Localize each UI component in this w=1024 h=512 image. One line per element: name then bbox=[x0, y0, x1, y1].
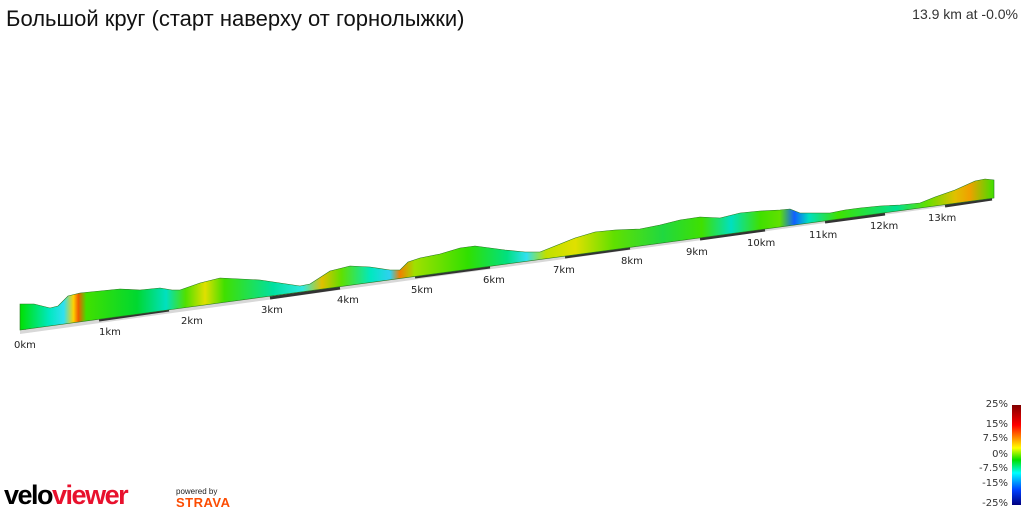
powered-by-label: powered by bbox=[176, 487, 218, 496]
legend-tick: 0% bbox=[992, 449, 1008, 460]
logo-viewer-text: viewer bbox=[52, 480, 129, 510]
legend-tick: -7.5% bbox=[978, 463, 1008, 474]
km-label-2: 2km bbox=[181, 316, 203, 327]
km-label-11: 11km bbox=[809, 230, 838, 241]
profile-surface bbox=[19, 178, 995, 331]
km-label-10: 10km bbox=[747, 238, 776, 249]
km-label-1: 1km bbox=[99, 327, 121, 338]
km-label-0: 0km bbox=[14, 340, 36, 351]
legend-tick: -15% bbox=[982, 478, 1008, 489]
gradient-legend: 25% 15% 7.5% 0% -7.5% -15% -25% bbox=[970, 398, 1024, 510]
gradient-color-scale bbox=[1012, 405, 1021, 505]
km-label-9: 9km bbox=[686, 247, 708, 258]
route-summary: 13.9 km at -0.0% bbox=[912, 6, 1018, 22]
km-label-6: 6km bbox=[483, 275, 505, 286]
legend-tick: 25% bbox=[985, 399, 1008, 410]
km-label-8: 8km bbox=[621, 256, 643, 267]
km-label-3: 3km bbox=[261, 305, 283, 316]
logo-velo-text: velo bbox=[4, 480, 54, 510]
legend-tick: -25% bbox=[982, 498, 1008, 509]
km-label-13: 13km bbox=[928, 213, 957, 224]
km-label-4: 4km bbox=[337, 295, 359, 306]
km-label-12: 12km bbox=[870, 221, 899, 232]
km-label-5: 5km bbox=[411, 285, 433, 296]
route-title: Большой круг (старт наверху от горнолыжк… bbox=[6, 6, 465, 31]
strava-logo[interactable]: STRAVA bbox=[176, 495, 231, 510]
legend-tick: 7.5% bbox=[982, 433, 1008, 444]
km-label-7: 7km bbox=[553, 265, 575, 276]
legend-tick: 15% bbox=[985, 419, 1008, 430]
